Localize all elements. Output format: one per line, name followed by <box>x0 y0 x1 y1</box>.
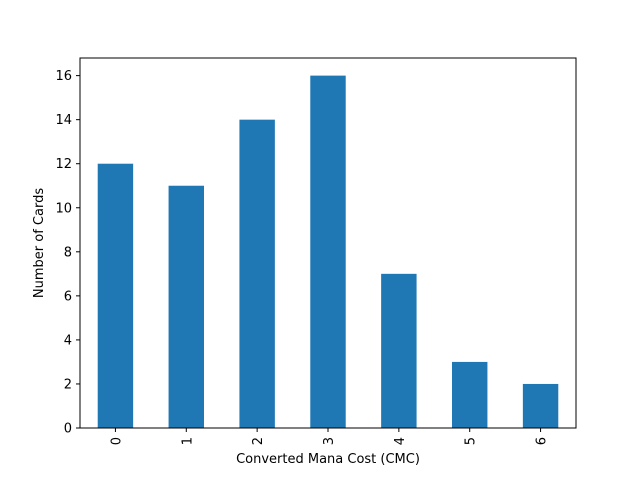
x-tick-label: 5 <box>464 437 479 445</box>
x-tick-label: 1 <box>180 437 195 445</box>
bar-cmc-1 <box>168 185 204 428</box>
bar-cmc-6 <box>522 383 559 428</box>
y-tick-label: 12 <box>55 157 72 172</box>
y-tick-label: 16 <box>55 69 72 84</box>
x-tick-label: 6 <box>535 437 550 445</box>
y-tick-label: 2 <box>64 377 72 392</box>
y-tick-label: 6 <box>64 289 72 304</box>
x-tick-label: 3 <box>322 437 337 445</box>
bars-group <box>97 75 559 429</box>
bar-cmc-5 <box>452 361 488 428</box>
y-tick-label: 10 <box>55 201 72 216</box>
plot-frame <box>79 57 577 429</box>
x-axis-ticks: 0 1 2 3 4 5 6 <box>109 428 550 445</box>
x-axis-label: Converted Mana Cost (CMC) <box>236 452 420 467</box>
y-tick-label: 14 <box>55 113 72 128</box>
bar-cmc-0 <box>97 163 134 428</box>
x-tick-label: 0 <box>109 437 124 445</box>
bar-cmc-4 <box>381 273 417 428</box>
y-axis-ticks: 0 2 4 6 8 10 12 14 16 <box>55 69 80 437</box>
y-tick-label: 8 <box>64 245 72 260</box>
y-tick-label: 4 <box>64 333 72 348</box>
y-axis-label: Number of Cards <box>32 188 47 298</box>
y-tick-label: 0 <box>64 422 72 437</box>
bar-cmc-3 <box>310 75 346 428</box>
bar-cmc-2 <box>239 119 275 429</box>
x-tick-label: 2 <box>251 437 266 445</box>
x-tick-label: 4 <box>393 437 408 445</box>
